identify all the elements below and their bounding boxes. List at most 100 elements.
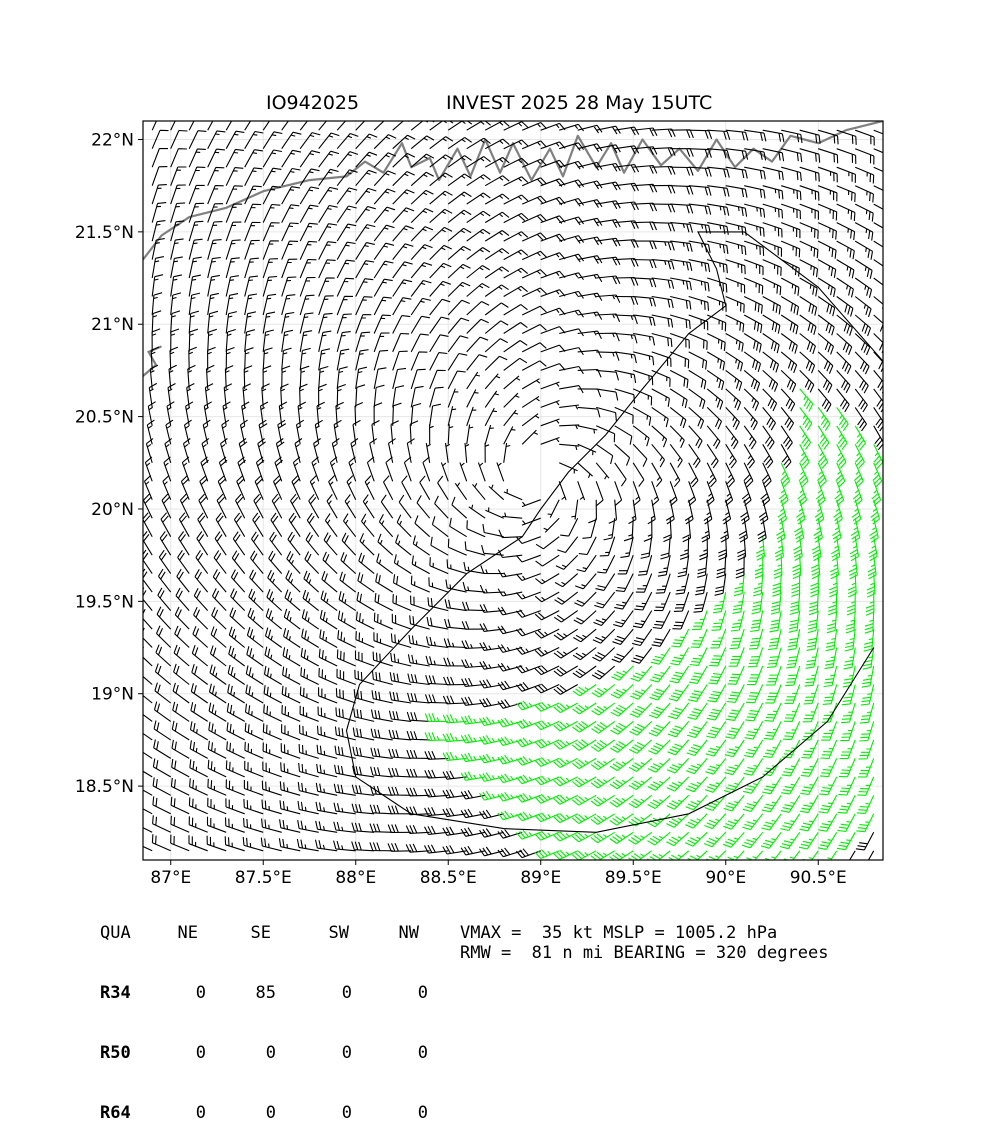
- wind-barb: [647, 776, 671, 791]
- wind-barb: [479, 642, 504, 651]
- wind-barb: [840, 850, 856, 860]
- wind-barb: [666, 813, 690, 828]
- wind-barb: [799, 240, 819, 259]
- wind-barb: [225, 148, 244, 168]
- wind-barb: [227, 683, 245, 704]
- wind-barb: [799, 370, 815, 393]
- wind-barb: [614, 277, 639, 286]
- wind-barb: [817, 444, 829, 469]
- wind-barb: [547, 499, 560, 518]
- wind-barb: [867, 555, 877, 580]
- wind-barb: [318, 667, 338, 686]
- wind-barb: [669, 462, 681, 488]
- wind-barb: [762, 407, 776, 431]
- wind-barb: [162, 475, 172, 500]
- wind-barb: [669, 443, 683, 468]
- wind-barb: [848, 555, 858, 580]
- wind-barb: [157, 587, 172, 611]
- wind-barb: [701, 518, 711, 543]
- wind-barb: [596, 275, 621, 285]
- wind-barb: [442, 807, 467, 818]
- wind-barb: [854, 185, 874, 203]
- wind-barb: [617, 555, 634, 575]
- wind-barb: [817, 425, 830, 450]
- wind-barb: [577, 481, 586, 501]
- wind-barb: [283, 627, 301, 648]
- lat-tick-label: 19.5°N: [75, 592, 134, 612]
- wind-barb: [762, 259, 782, 276]
- wind-barb: [748, 628, 764, 650]
- wind-barb: [217, 475, 227, 500]
- wind-barb: [651, 277, 675, 289]
- wind-barb: [850, 518, 861, 543]
- wind-barb: [744, 240, 765, 256]
- wind-barb: [411, 555, 430, 575]
- wind-barb: [392, 134, 416, 150]
- wind-barb: [387, 824, 412, 834]
- wind-barb: [373, 170, 396, 187]
- wind-barb: [647, 758, 671, 773]
- wind-barb: [466, 192, 491, 205]
- wind-barb: [596, 332, 620, 342]
- wind-barb: [472, 483, 486, 501]
- wind-barb: [572, 684, 597, 697]
- wind-barb: [534, 738, 560, 749]
- wind-barb: [633, 221, 658, 231]
- wind-barb: [179, 493, 190, 519]
- wind-barb: [670, 129, 694, 139]
- wind-barb: [336, 331, 351, 353]
- wind-barb: [822, 684, 838, 705]
- wind-barb: [334, 764, 356, 778]
- wind-barb: [633, 127, 658, 137]
- wind-barb: [836, 277, 854, 298]
- wind-barb: [688, 129, 713, 139]
- wind-barb: [762, 758, 782, 777]
- wind-barb: [651, 332, 673, 348]
- wind-barb: [730, 610, 745, 632]
- wind-barb: [442, 789, 467, 799]
- wind-barb: [741, 481, 752, 507]
- wind-barb: [819, 758, 838, 778]
- wind-barb: [207, 256, 221, 279]
- wind-barb: [817, 296, 836, 317]
- wind-barb: [780, 407, 795, 431]
- wind-barb: [695, 573, 708, 596]
- wind-barb: [559, 443, 580, 451]
- wind-barb: [479, 772, 504, 782]
- wind-barb: [335, 688, 356, 704]
- wind-barb: [153, 720, 172, 741]
- wind-barb: [768, 628, 782, 651]
- wind-barb: [373, 206, 396, 223]
- wind-barb: [590, 739, 616, 752]
- wind-barb: [447, 155, 472, 168]
- wind-barb: [170, 796, 190, 815]
- wind-barb: [442, 733, 467, 743]
- wind-barb: [484, 373, 501, 390]
- wind-barb: [577, 349, 602, 359]
- wind-barb: [789, 592, 801, 615]
- wind-barb: [447, 281, 471, 297]
- wind-barb: [244, 185, 262, 205]
- wind-barb: [515, 774, 541, 785]
- wind-barb: [249, 569, 264, 593]
- wind-barb: [553, 831, 578, 842]
- wind-barb: [333, 840, 356, 852]
- wind-barb: [244, 329, 255, 352]
- wind-barb: [635, 573, 653, 593]
- wind-barb: [244, 130, 264, 149]
- wind-barb: [521, 140, 547, 150]
- wind-barb: [484, 211, 510, 224]
- wind-barb: [781, 166, 802, 182]
- wind-barb: [283, 608, 301, 630]
- lat-tick-label: 20°N: [91, 500, 134, 520]
- wind-barb: [225, 185, 243, 205]
- wind-barb: [336, 241, 356, 260]
- wind-barb: [838, 758, 856, 778]
- wind-barb: [553, 794, 578, 805]
- wind-barb: [706, 351, 726, 371]
- wind-barb: [151, 256, 165, 279]
- wind-barb: [447, 245, 472, 261]
- wind-barb: [534, 665, 560, 676]
- wind-barb: [763, 721, 782, 740]
- wind-barb: [318, 204, 338, 223]
